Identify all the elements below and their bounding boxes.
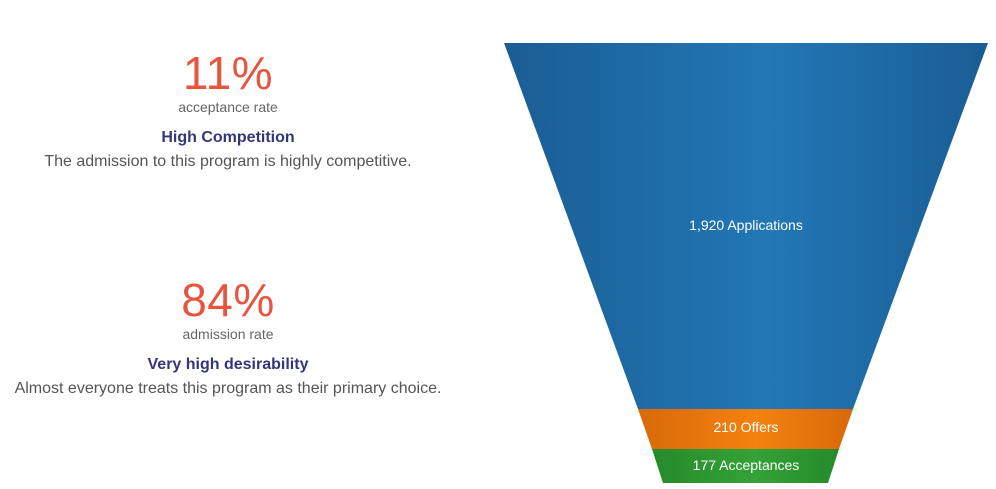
acceptance-rate-description: The admission to this program is highly … [44,153,412,170]
funnel-label-applications: 1,920 Applications [689,217,803,233]
acceptance-rate-heading: High Competition [161,129,295,146]
funnel-label-offers: 210 Offers [713,419,778,435]
admission-rate-stat: 84% admission rate Very high desirabilit… [0,275,456,399]
funnel-label-acceptances: 177 Acceptances [693,457,800,473]
admission-rate-value: 84% [181,274,275,326]
admission-rate-description: Almost everyone treats this program as t… [14,380,442,397]
funnel-stage-offers [638,409,853,449]
admission-rate-caption: admission rate [182,326,274,342]
acceptance-rate-caption: acceptance rate [178,99,278,115]
acceptance-rate-value: 11% [182,47,274,99]
acceptance-rate-stat: 11% acceptance rate High Competition The… [0,48,456,172]
funnel-stage-applications [504,43,988,409]
funnel-stage-acceptances [652,449,839,483]
admission-rate-heading: Very high desirability [147,356,309,373]
